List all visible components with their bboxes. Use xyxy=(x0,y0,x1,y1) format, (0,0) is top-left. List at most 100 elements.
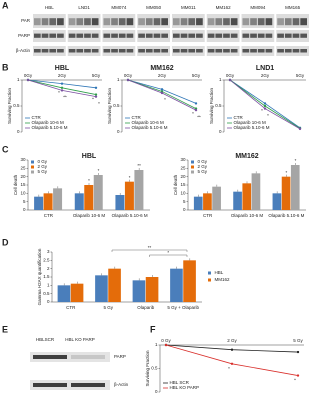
y-tick-label: 0.5 xyxy=(113,103,120,108)
bar xyxy=(84,185,94,210)
legend-label: 0 Gy xyxy=(38,159,48,164)
band xyxy=(126,18,134,26)
bar xyxy=(145,277,159,302)
point xyxy=(263,107,267,110)
band xyxy=(57,33,64,38)
significance: * xyxy=(58,90,60,95)
point xyxy=(94,86,98,90)
y-tick-label: 0.5 xyxy=(151,366,158,371)
band xyxy=(257,33,265,38)
bar xyxy=(93,175,103,210)
chart-title: HBL xyxy=(82,153,97,160)
band xyxy=(188,49,196,53)
band xyxy=(292,49,300,53)
panel-label: A xyxy=(2,0,9,10)
y-axis-label: Surviving Fraction xyxy=(7,87,12,124)
band xyxy=(111,33,118,38)
legend-swatch xyxy=(191,165,194,169)
band xyxy=(118,18,126,26)
band xyxy=(145,49,153,53)
band xyxy=(76,33,84,38)
band xyxy=(180,33,188,38)
band xyxy=(91,33,99,38)
y-tick-label: 0.5 xyxy=(43,291,50,296)
bar xyxy=(170,268,183,302)
band xyxy=(153,33,161,38)
band xyxy=(188,18,196,26)
band xyxy=(180,18,188,26)
band xyxy=(91,49,99,53)
band xyxy=(41,49,49,53)
bracket xyxy=(149,254,188,257)
significance: * xyxy=(261,108,263,113)
band xyxy=(300,33,307,38)
significance: * xyxy=(98,168,100,173)
x-tick-label: 0Gy xyxy=(124,73,133,78)
point xyxy=(164,343,168,347)
legend-label: Olaparib 5.10-6 M xyxy=(234,125,270,130)
bar xyxy=(193,196,203,210)
bar xyxy=(233,191,242,210)
band xyxy=(277,18,284,26)
bar xyxy=(115,195,125,210)
band xyxy=(300,18,307,26)
legend-label: Olaparib 5.10-6 M xyxy=(32,125,68,130)
band xyxy=(68,18,76,26)
legend-swatch xyxy=(208,271,211,275)
bar xyxy=(34,196,44,210)
legend-label: CTR xyxy=(234,115,244,120)
legend-swatch xyxy=(31,160,34,164)
legend-label: 2 Gy xyxy=(38,164,48,169)
band xyxy=(49,18,57,26)
point xyxy=(296,350,300,354)
band xyxy=(161,49,168,53)
lane-label: MM011 xyxy=(181,5,196,10)
bar xyxy=(242,183,252,210)
y-tick-label: 0 xyxy=(117,129,120,134)
bar xyxy=(70,283,84,302)
band xyxy=(284,33,292,38)
y-axis-label: Cell death xyxy=(13,174,18,195)
band xyxy=(71,383,105,387)
band xyxy=(223,33,230,38)
y-tick-label: 0 xyxy=(47,299,50,304)
x-tick-label: 2 Gy xyxy=(227,338,237,343)
band xyxy=(103,18,111,26)
band xyxy=(215,33,223,38)
legend-label: HBL SCR xyxy=(170,380,190,385)
band xyxy=(138,49,145,53)
y-tick-label: 10 xyxy=(180,191,186,196)
y-tick-label: 3 xyxy=(47,249,50,254)
y-axis-label: Surviving Fraction xyxy=(145,350,150,387)
x-tick-label: 5Gy xyxy=(192,73,201,78)
significance: * xyxy=(267,113,269,118)
band xyxy=(41,18,49,26)
point xyxy=(94,93,98,96)
significance: * xyxy=(285,170,287,175)
band xyxy=(34,33,41,38)
point xyxy=(230,348,234,351)
band xyxy=(111,18,118,26)
legend-label: HBL KO PARP xyxy=(170,385,200,390)
chart-title: LND1 xyxy=(256,65,274,72)
band xyxy=(265,33,273,38)
x-tick-label: 0Gy xyxy=(226,73,235,78)
point xyxy=(126,78,130,82)
bar xyxy=(281,176,291,210)
band xyxy=(33,383,67,387)
x-tick-label: Olaparib 10-6 M xyxy=(231,213,264,218)
band xyxy=(196,49,203,53)
point xyxy=(263,104,267,108)
bar xyxy=(212,186,221,210)
bar xyxy=(290,165,300,210)
legend-swatch xyxy=(191,160,194,164)
legend-label: 0 Gy xyxy=(198,159,208,164)
y-axis-label: Cell death xyxy=(173,174,178,195)
point xyxy=(263,102,267,105)
band xyxy=(145,18,153,26)
band xyxy=(180,49,188,53)
band xyxy=(188,33,196,38)
annotation: * xyxy=(167,250,169,255)
band xyxy=(76,18,84,26)
